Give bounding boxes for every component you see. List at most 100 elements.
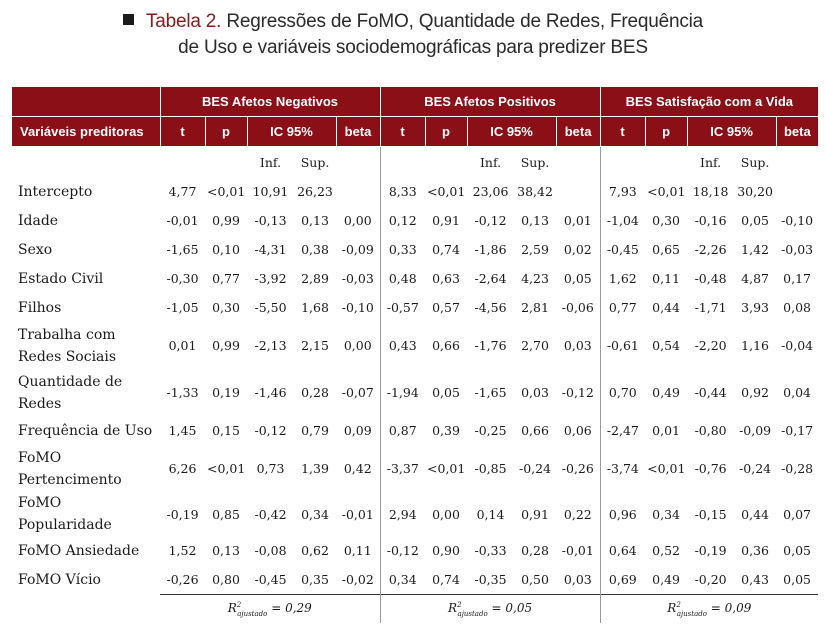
value-cell: 0,05: [741, 213, 770, 228]
header-p: p: [645, 116, 688, 147]
value-cell: -3,74: [599, 445, 646, 492]
value-cell: -0,12: [254, 423, 287, 438]
ci-inf-label: Inf.: [479, 154, 502, 170]
table-row: Idade -0,01 0,99 -0,13 0,13 0,00 0,12 0,91 -0,12…: [12, 206, 818, 235]
group-header-positive: BES Afetos Positivos: [380, 87, 601, 117]
value-cell: -1,94: [379, 369, 426, 416]
value-cell: 0,66: [521, 423, 549, 438]
header-ic: IC 95%: [467, 116, 557, 147]
table-row: FoMO Pertencimento 6,26 <0,01 0,73 1,39 0,42-…: [12, 445, 818, 492]
value-cell: 0,03: [563, 572, 592, 587]
ci-sup-label: Sup.: [520, 154, 550, 170]
value-cell: 18,18: [692, 184, 729, 199]
value-cell: 0,30: [652, 213, 681, 228]
value-cell: -1,05: [166, 300, 199, 315]
table-row: Trabalha com Redes Sociais 0,01 0,99 -2,13 2…: [12, 322, 818, 369]
value-cell: 2,15: [301, 338, 329, 353]
predictor-label: Intercepto: [18, 183, 93, 200]
value-cell: 1,39: [301, 461, 329, 476]
table-row: Frequência de Uso 1,45 0,15 -0,12 0,79 0,09 0,…: [12, 416, 818, 445]
column-header-row: Variáveis preditoras t p IC 95% beta t p…: [12, 116, 819, 147]
value-cell: 0,01: [563, 213, 592, 228]
value-cell: -0,80: [694, 423, 727, 438]
value-cell: 0,09: [343, 423, 372, 438]
value-cell: 0,03: [521, 385, 549, 400]
value-cell: 0,13: [301, 213, 329, 228]
value-cell: [776, 177, 818, 206]
table-body: Inf. Sup. Inf. Sup. Inf. Sup. Intercepto…: [12, 146, 818, 595]
value-cell: 1,45: [168, 423, 197, 438]
value-cell: 0,38: [301, 242, 329, 257]
header-ic: IC 95%: [687, 116, 777, 147]
value-cell: <0,01: [207, 461, 246, 476]
value-cell: 1,68: [301, 300, 329, 315]
value-cell: -0,01: [341, 506, 374, 522]
value-cell: 0,63: [432, 271, 460, 286]
value-cell: 0,06: [563, 423, 592, 438]
value-cell: -0,02: [341, 572, 374, 587]
value-cell: 0,80: [212, 572, 240, 587]
value-cell: -1,46: [254, 385, 287, 400]
value-cell: 0,19: [212, 385, 240, 400]
table-row: Sexo -1,65 0,10 -4,31 0,38 -0,09 0,33 0,74 -1,86…: [12, 235, 818, 264]
value-cell: 0,30: [212, 300, 240, 315]
value-cell: -0,12: [474, 213, 507, 228]
predictor-label: Quantidade de Redes: [18, 373, 123, 412]
value-cell: 0,49: [652, 385, 681, 400]
value-cell: 2,70: [521, 338, 549, 353]
value-cell: 0,05: [783, 543, 812, 558]
value-cell: 0,00: [432, 506, 460, 522]
value-cell: -2,20: [694, 338, 727, 353]
value-cell: 1,16: [741, 338, 770, 353]
value-cell: -0,48: [694, 271, 727, 286]
caption-line-1: Tabela 2. Regressões de FoMO, Quantidade…: [0, 9, 826, 35]
value-cell: -4,56: [474, 300, 507, 315]
value-cell: -0,01: [166, 213, 199, 228]
value-cell: -1,65: [166, 242, 199, 257]
value-cell: 0,44: [652, 300, 681, 315]
caption-text-1: Regressões de FoMO, Quantidade de Redes,…: [226, 11, 704, 32]
value-cell: -0,10: [341, 300, 374, 315]
value-cell: -0,20: [694, 572, 727, 587]
value-cell: 0,33: [379, 235, 426, 264]
value-cell: -1,04: [599, 206, 646, 235]
value-cell: 0,07: [783, 506, 812, 522]
value-cell: -0,12: [379, 536, 426, 565]
predictor-label: Frequência de Uso: [18, 422, 153, 439]
value-cell: 0,69: [599, 565, 646, 595]
value-cell: -0,03: [341, 271, 374, 286]
value-cell: -0,76: [694, 461, 727, 476]
value-cell: 0,15: [212, 423, 240, 438]
table-row: Estado Civil -0,30 0,77 -3,92 2,89 -0,03 0,48 0…: [12, 264, 818, 293]
group-header-satisfaction: BES Satisfação com a Vida: [600, 87, 819, 117]
value-cell: -0,24: [519, 461, 552, 476]
value-cell: 0,12: [379, 206, 426, 235]
value-cell: 0,87: [379, 416, 426, 445]
value-cell: 0,00: [343, 338, 372, 353]
value-cell: 0,74: [432, 572, 460, 587]
value-cell: -0,19: [694, 543, 727, 558]
value-cell: 4,23: [521, 271, 549, 286]
value-cell: 1,62: [599, 264, 646, 293]
value-cell: 0,50: [521, 572, 549, 587]
value-cell: -0,16: [694, 213, 727, 228]
value-cell: 2,94: [379, 492, 426, 536]
value-cell: -0,17: [781, 423, 814, 438]
value-cell: 0,17: [783, 271, 812, 286]
value-cell: 0,65: [652, 242, 681, 257]
header-t: t: [160, 116, 206, 147]
value-cell: 0,35: [301, 572, 329, 587]
value-cell: <0,01: [427, 461, 466, 476]
value-cell: 0,34: [379, 565, 426, 595]
ci-inf-label: Inf.: [259, 154, 282, 170]
value-cell: -1,33: [166, 385, 199, 400]
value-cell: -0,25: [474, 423, 507, 438]
value-cell: -2,64: [474, 271, 507, 286]
value-cell: -0,09: [739, 423, 772, 438]
value-cell: 0,44: [741, 506, 770, 522]
value-cell: 0,64: [599, 536, 646, 565]
value-cell: <0,01: [647, 461, 686, 476]
value-cell: -0,03: [781, 242, 814, 257]
value-cell: 0,39: [432, 423, 460, 438]
value-cell: 0,01: [168, 338, 197, 353]
